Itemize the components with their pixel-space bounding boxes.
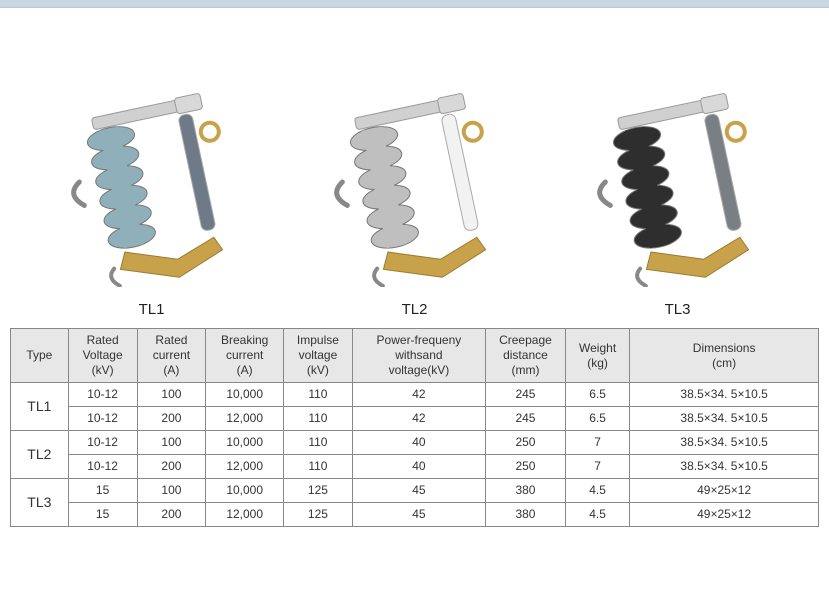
spec-table-head: Type RatedVoltage(kV) Ratedcurrent(A) Br…	[11, 329, 819, 383]
cell-creepage: 250	[486, 431, 566, 455]
cell-dimensions: 49×25×12	[630, 503, 819, 527]
cell-dimensions: 38.5×34. 5×10.5	[630, 431, 819, 455]
cell-pf-withstand: 40	[352, 455, 485, 479]
cell-weight: 4.5	[565, 503, 629, 527]
cell-impulse-voltage: 125	[284, 479, 353, 503]
cell-breaking-current: 12,000	[206, 503, 284, 527]
cell-breaking-current: 10,000	[206, 383, 284, 407]
cell-rated-current: 200	[137, 455, 206, 479]
cell-pf-withstand: 42	[352, 383, 485, 407]
product-image-tl3	[578, 87, 778, 287]
cell-creepage: 250	[486, 455, 566, 479]
cell-breaking-current: 12,000	[206, 407, 284, 431]
col-header-creepage: Creepagedistance(mm)	[486, 329, 566, 383]
product-tl3: TL3	[553, 87, 803, 318]
top-accent-bar	[0, 0, 829, 8]
cell-impulse-voltage: 110	[284, 455, 353, 479]
cell-creepage: 380	[486, 503, 566, 527]
cell-rated-voltage: 10-12	[68, 383, 137, 407]
cell-impulse-voltage: 110	[284, 407, 353, 431]
product-gallery: TL1 TL2	[0, 8, 829, 328]
table-row: 10-1220012,000110422456.538.5×34. 5×10.5	[11, 407, 819, 431]
cell-pf-withstand: 42	[352, 407, 485, 431]
table-row: TL31510010,000125453804.549×25×12	[11, 479, 819, 503]
cell-type: TL2	[11, 431, 69, 479]
col-header-dimensions: Dimensions(cm)	[630, 329, 819, 383]
cell-pf-withstand: 45	[352, 503, 485, 527]
col-header-pf-withstand: Power-frequenywithsandvoltage(kV)	[352, 329, 485, 383]
cell-breaking-current: 10,000	[206, 431, 284, 455]
cell-rated-voltage: 10-12	[68, 407, 137, 431]
table-row: TL110-1210010,000110422456.538.5×34. 5×1…	[11, 383, 819, 407]
cell-creepage: 245	[486, 383, 566, 407]
cell-impulse-voltage: 110	[284, 431, 353, 455]
cell-type: TL3	[11, 479, 69, 527]
product-image-tl1	[52, 87, 252, 287]
cell-rated-voltage: 15	[68, 503, 137, 527]
cell-creepage: 380	[486, 479, 566, 503]
spec-table-container: Type RatedVoltage(kV) Ratedcurrent(A) Br…	[0, 328, 829, 527]
cell-rated-current: 200	[137, 503, 206, 527]
cell-rated-voltage: 10-12	[68, 431, 137, 455]
product-label-tl2: TL2	[402, 301, 428, 318]
col-header-weight: Weight(kg)	[565, 329, 629, 383]
col-header-type: Type	[11, 329, 69, 383]
cell-rated-voltage: 15	[68, 479, 137, 503]
cell-dimensions: 38.5×34. 5×10.5	[630, 407, 819, 431]
col-header-impulse-voltage: Impulsevoltage(kV)	[284, 329, 353, 383]
product-tl2: TL2	[290, 87, 540, 318]
cell-type: TL1	[11, 383, 69, 431]
cell-dimensions: 49×25×12	[630, 479, 819, 503]
cell-weight: 7	[565, 455, 629, 479]
cell-breaking-current: 10,000	[206, 479, 284, 503]
product-label-tl3: TL3	[665, 301, 691, 318]
product-label-tl1: TL1	[139, 301, 165, 318]
cell-rated-current: 100	[137, 479, 206, 503]
cell-dimensions: 38.5×34. 5×10.5	[630, 383, 819, 407]
cell-rated-current: 100	[137, 431, 206, 455]
cell-weight: 6.5	[565, 383, 629, 407]
cell-rated-voltage: 10-12	[68, 455, 137, 479]
cell-pf-withstand: 40	[352, 431, 485, 455]
spec-table-body: TL110-1210010,000110422456.538.5×34. 5×1…	[11, 383, 819, 527]
cell-rated-current: 200	[137, 407, 206, 431]
product-image-tl2	[315, 87, 515, 287]
cell-breaking-current: 12,000	[206, 455, 284, 479]
spec-table: Type RatedVoltage(kV) Ratedcurrent(A) Br…	[10, 328, 819, 527]
table-row: TL210-1210010,00011040250738.5×34. 5×10.…	[11, 431, 819, 455]
cell-pf-withstand: 45	[352, 479, 485, 503]
cell-dimensions: 38.5×34. 5×10.5	[630, 455, 819, 479]
cell-weight: 7	[565, 431, 629, 455]
table-row: 1520012,000125453804.549×25×12	[11, 503, 819, 527]
table-row: 10-1220012,00011040250738.5×34. 5×10.5	[11, 455, 819, 479]
cell-weight: 6.5	[565, 407, 629, 431]
cell-impulse-voltage: 110	[284, 383, 353, 407]
cell-weight: 4.5	[565, 479, 629, 503]
cell-impulse-voltage: 125	[284, 503, 353, 527]
product-tl1: TL1	[27, 87, 277, 318]
col-header-rated-current: Ratedcurrent(A)	[137, 329, 206, 383]
cell-creepage: 245	[486, 407, 566, 431]
col-header-breaking-current: Breakingcurrent(A)	[206, 329, 284, 383]
col-header-rated-voltage: RatedVoltage(kV)	[68, 329, 137, 383]
cell-rated-current: 100	[137, 383, 206, 407]
